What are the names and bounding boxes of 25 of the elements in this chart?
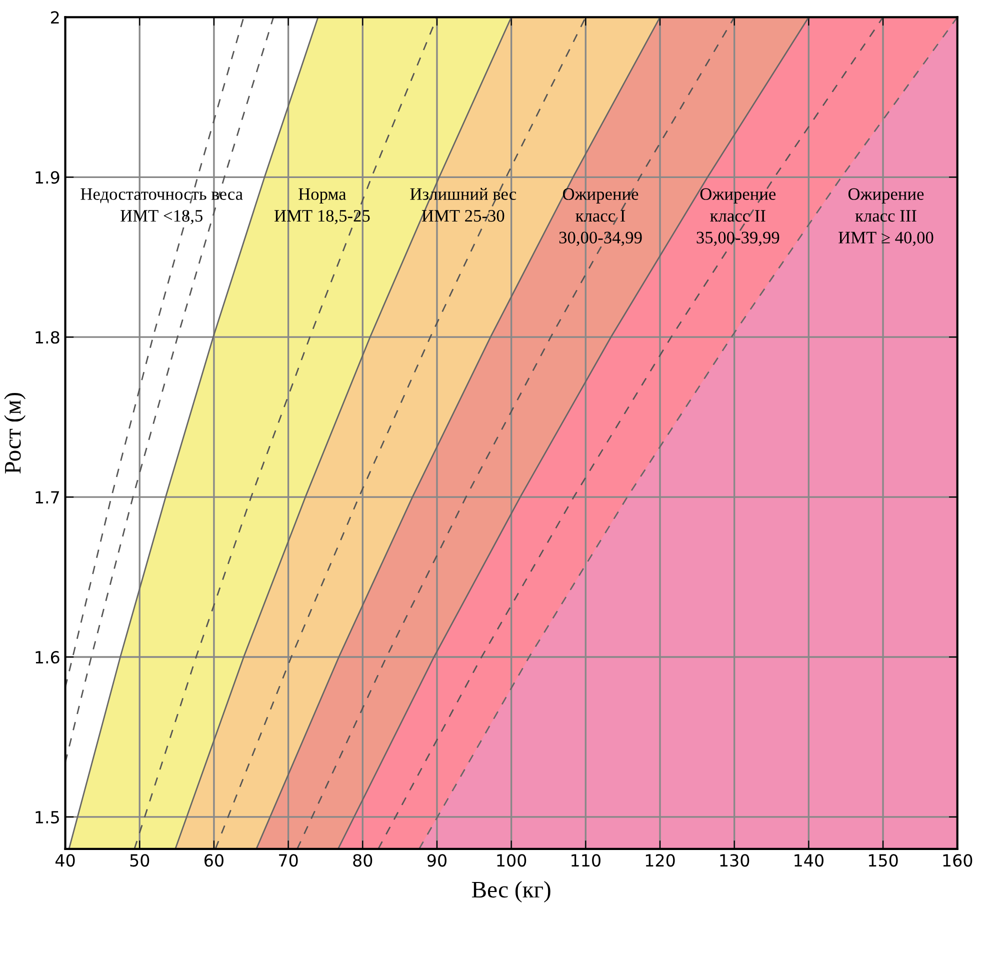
x-tick-label: 110 bbox=[572, 854, 600, 867]
x-tick-label: 70 bbox=[279, 854, 298, 867]
x-tick-label: 160 bbox=[943, 854, 972, 867]
y-tick-label: 1.7 bbox=[36, 491, 59, 504]
annotation: Норма ИМТ 18,5-25 bbox=[274, 188, 370, 224]
x-tick-label: 50 bbox=[130, 854, 150, 867]
annotation: Ожирение класс II 35,00-39,99 bbox=[696, 188, 780, 246]
x-tick-label: 130 bbox=[720, 854, 750, 867]
x-tick-label: 60 bbox=[204, 854, 224, 867]
y-tick-label: 2 bbox=[51, 11, 59, 24]
x-tick-label: 80 bbox=[353, 854, 372, 867]
x-tick-label: 90 bbox=[427, 854, 446, 867]
x-tick-label: 120 bbox=[646, 854, 675, 867]
x-tick-label: 40 bbox=[55, 854, 75, 867]
annotation: Ожирение класс I 30,00-34,99 bbox=[559, 188, 642, 246]
x-tick-label: 140 bbox=[794, 854, 824, 867]
annotation: Ожирение класс III ИМТ ≥ 40,00 bbox=[838, 188, 934, 246]
y-tick-label: 1.5 bbox=[36, 811, 59, 824]
y-tick-label: 1.8 bbox=[36, 331, 60, 344]
x-tick-label: 100 bbox=[497, 854, 526, 867]
x-tick-label: 150 bbox=[868, 854, 898, 867]
y-tick-label: 1.6 bbox=[36, 650, 60, 664]
y-tick-label: 1.9 bbox=[36, 171, 60, 184]
y-axis-title: Рост (м) bbox=[4, 392, 26, 474]
x-axis-title: Вес (кг) bbox=[472, 881, 550, 902]
